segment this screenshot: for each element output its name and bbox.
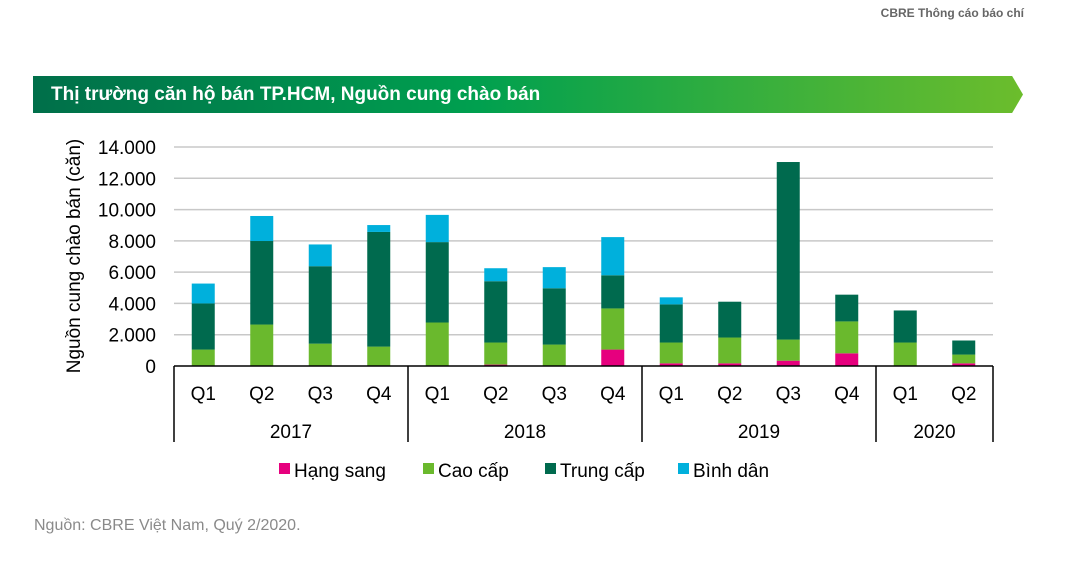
- legend-label: Hạng sang: [294, 461, 386, 482]
- legend-swatch: [678, 463, 689, 474]
- bar-segment-trung-cấp: [659, 304, 683, 343]
- x-tick-label: Q1: [191, 384, 216, 405]
- banner-title: Thị trường căn hộ bán TP.HCM, Nguồn cung…: [51, 84, 541, 105]
- bar-segment-cao-cấp: [601, 308, 625, 350]
- x-tick-label: Q1: [893, 384, 918, 405]
- bar-segment-trung-cấp: [191, 303, 215, 350]
- x-tick-label: Q1: [659, 384, 684, 405]
- header-label: CBRE Thông cáo báo chí: [880, 6, 1024, 20]
- x-tick-label: Q4: [366, 384, 392, 405]
- y-tick-label: 12.000: [98, 169, 156, 190]
- bar-segment-cao-cấp: [191, 349, 215, 366]
- x-tick-label: Q2: [717, 384, 742, 405]
- bar-segment-cao-cấp: [250, 324, 274, 366]
- legend-label: Cao cấp: [438, 461, 509, 482]
- bar-segment-trung-cấp: [542, 288, 566, 345]
- y-tick-label: 4.000: [108, 294, 156, 315]
- y-tick-label: 0: [145, 357, 156, 378]
- bar-segment-trung-cấp: [425, 242, 449, 323]
- x-tick-label: Q4: [834, 384, 860, 405]
- source-note: Nguồn: CBRE Việt Nam, Quý 2/2020.: [34, 517, 301, 534]
- x-group-label: 2018: [504, 422, 546, 443]
- legend-swatch: [423, 463, 434, 474]
- bar-segment-hạng-sang: [952, 363, 976, 366]
- bar-segment-bình-dân: [601, 237, 625, 276]
- y-tick-label: 2.000: [108, 326, 156, 347]
- bar-segment-bình-dân: [542, 267, 566, 289]
- bar-segment-cao-cấp: [776, 339, 800, 361]
- bar-segment-cao-cấp: [425, 322, 449, 366]
- bar-segment-bình-dân: [484, 268, 508, 282]
- bar-segment-cao-cấp: [952, 354, 976, 364]
- bar-segment-hạng-sang: [659, 363, 683, 366]
- bar-segment-bình-dân: [425, 214, 449, 243]
- x-tick-label: Q3: [308, 384, 333, 405]
- y-tick-label: 14.000: [98, 138, 156, 159]
- bar-segment-cao-cấp: [308, 343, 332, 366]
- bar-segment-cao-cấp: [367, 346, 391, 366]
- chart-banner: Thị trường căn hộ bán TP.HCM, Nguồn cung…: [33, 76, 1023, 113]
- bar-segment-cao-cấp: [542, 344, 566, 366]
- bar-segment-hạng-sang: [776, 360, 800, 366]
- x-group-label: 2020: [913, 422, 955, 443]
- legend-swatch: [279, 463, 290, 474]
- x-group-label: 2019: [738, 422, 780, 443]
- x-tick-label: Q2: [951, 384, 976, 405]
- bar-segment-trung-cấp: [952, 340, 976, 355]
- bar-segment-trung-cấp: [893, 310, 917, 343]
- bar-segment-hạng-sang: [835, 353, 859, 366]
- bar-segment-trung-cấp: [250, 241, 274, 325]
- y-tick-label: 8.000: [108, 232, 156, 253]
- legend-label: Bình dân: [693, 461, 769, 482]
- bar-segment-bình-dân: [308, 244, 332, 267]
- bar-segment-bình-dân: [191, 283, 215, 304]
- y-tick-label: 6.000: [108, 263, 156, 284]
- x-tick-label: Q1: [425, 384, 450, 405]
- x-tick-label: Q4: [600, 384, 626, 405]
- x-group-label: 2017: [270, 422, 312, 443]
- bar-segment-cao-cấp: [718, 337, 742, 364]
- x-tick-label: Q2: [483, 384, 508, 405]
- bar-segment-trung-cấp: [367, 231, 391, 347]
- legend-swatch: [545, 463, 556, 474]
- bar-segment-cao-cấp: [835, 321, 859, 354]
- bar-segment-bình-dân: [367, 225, 391, 232]
- bar-segment-trung-cấp: [308, 266, 332, 344]
- y-axis-label: Nguồn cung chào bán (căn): [64, 139, 85, 374]
- x-tick-label: Q3: [776, 384, 801, 405]
- bar-segment-hạng-sang: [718, 363, 742, 366]
- bar-segment-cao-cấp: [893, 342, 917, 366]
- bar-segment-trung-cấp: [776, 162, 800, 340]
- bar-segment-bình-dân: [659, 297, 683, 305]
- x-tick-label: Q2: [249, 384, 274, 405]
- legend-label: Trung cấp: [560, 461, 645, 482]
- bar-segment-trung-cấp: [601, 275, 625, 309]
- bar-segment-bình-dân: [250, 215, 274, 242]
- bar-segment-trung-cấp: [484, 281, 508, 343]
- bar-segment-trung-cấp: [718, 301, 742, 338]
- x-tick-label: Q3: [542, 384, 567, 405]
- bar-segment-cao-cấp: [484, 342, 508, 365]
- bar-segment-hạng-sang: [601, 349, 625, 366]
- bar-segment-cao-cấp: [659, 342, 683, 364]
- y-tick-label: 10.000: [98, 201, 156, 222]
- bar-segment-trung-cấp: [835, 294, 859, 322]
